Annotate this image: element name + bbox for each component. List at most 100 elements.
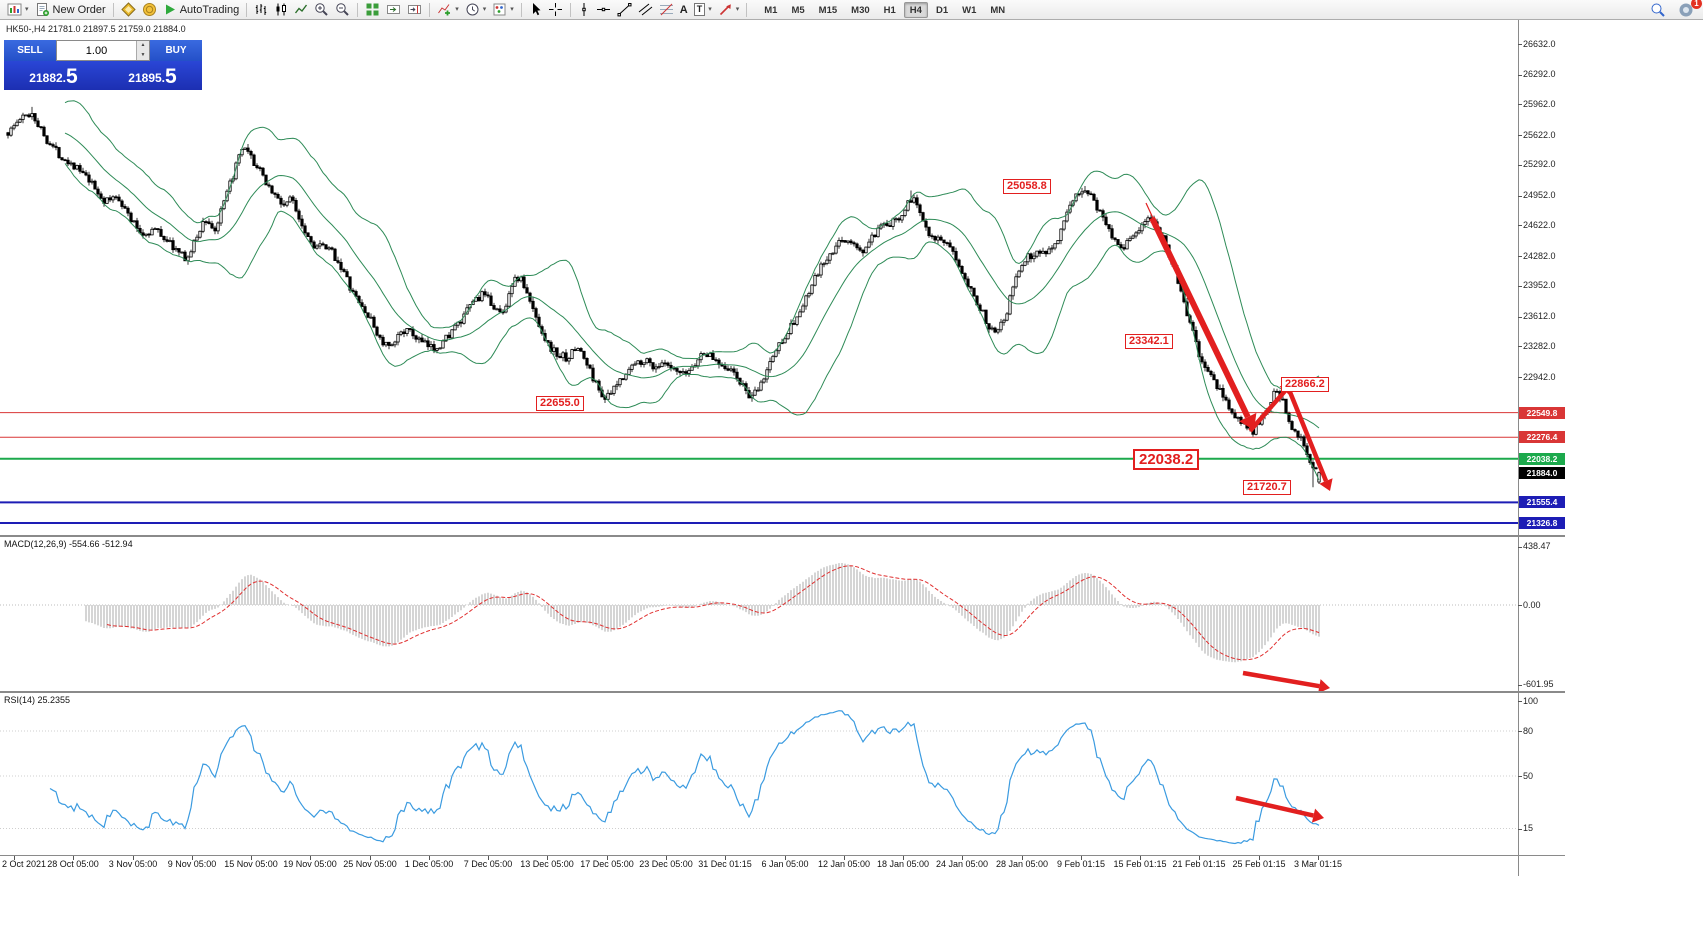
auto-scroll-button[interactable] [383, 1, 404, 19]
sell-price[interactable]: 21882. 5 [4, 61, 103, 90]
timeframe-w1-button[interactable]: W1 [962, 4, 977, 16]
template-icon [492, 2, 507, 17]
text-label-button[interactable]: T ▾ [691, 1, 715, 19]
price-axis-tick [1518, 377, 1522, 378]
panel-separator[interactable] [0, 535, 1565, 537]
chart-annotation[interactable]: 23342.1 [1125, 334, 1173, 349]
new-chart-button[interactable]: ▾ [4, 1, 32, 19]
chart-annotation[interactable]: 22038.2 [1133, 449, 1200, 470]
fibonacci-button[interactable] [656, 1, 677, 19]
payments-button[interactable] [139, 1, 160, 19]
rsi-axis-label: 15 [1523, 823, 1534, 833]
ohlc-bars-icon [254, 2, 268, 17]
clock-icon [465, 2, 480, 17]
zoom-in-button[interactable] [311, 1, 332, 19]
time-axis-tick [1199, 856, 1200, 860]
autotrading-button[interactable]: AutoTrading [160, 1, 243, 19]
indicators-icon [437, 2, 452, 17]
time-axis-tick [310, 856, 311, 860]
volume-input[interactable] [57, 41, 136, 60]
timeframe-m5-button[interactable]: M5 [791, 4, 805, 16]
panel-separator[interactable] [0, 691, 1565, 693]
zoom-out-button[interactable] [332, 1, 353, 19]
search-button[interactable] [1647, 1, 1669, 19]
indicators-button[interactable]: ▾ [434, 1, 462, 19]
price-axis-label: 26632.0 [1523, 39, 1556, 49]
time-axis-tick [547, 856, 548, 860]
time-axis-tick [844, 856, 845, 860]
time-axis-label: 15 Nov 05:00 [224, 859, 278, 869]
buy-price-big-digit: 5 [165, 65, 177, 88]
candlestick-chart-button[interactable] [271, 1, 291, 19]
line-chart-button[interactable] [291, 1, 311, 19]
notifications-button[interactable]: 1 [1675, 0, 1702, 19]
chart-annotation[interactable]: 22655.0 [536, 396, 584, 411]
toolbar-separator [569, 2, 571, 17]
community-button[interactable] [118, 1, 139, 19]
timeframe-m15-button[interactable]: M15 [818, 4, 838, 16]
rsi-axis-tick [1518, 701, 1522, 702]
crosshair-icon [548, 2, 563, 17]
macd-axis-label: 438.47 [1523, 541, 1551, 551]
macd-panel-canvas[interactable] [0, 537, 1565, 691]
price-axis-label: 25292.0 [1523, 159, 1556, 169]
timeframe-m30-button[interactable]: M30 [851, 4, 870, 16]
price-axis-tick [1518, 135, 1522, 136]
price-axis-tick [1518, 196, 1522, 197]
timeframe-h4-button[interactable]: H4 [903, 1, 928, 18]
buy-button[interactable]: BUY [150, 40, 202, 61]
new-order-button[interactable]: New Order [32, 1, 109, 19]
volume-field: ▲ ▼ [56, 40, 150, 61]
rsi-axis-tick [1518, 829, 1522, 830]
time-axis-tick [251, 856, 252, 860]
main-chart-canvas[interactable] [0, 20, 1565, 536]
zoom-out-icon [335, 2, 350, 17]
time-axis-tick [1081, 856, 1082, 860]
symbol-ohlc-label: HK50-,H4 21781.0 21897.5 21759.0 21884.0 [6, 24, 186, 34]
trendline-icon [617, 2, 632, 17]
vertical-line-button[interactable] [575, 1, 593, 19]
time-axis-tick [429, 856, 430, 860]
periods-button[interactable]: ▾ [462, 1, 490, 19]
zoom-in-icon [314, 2, 329, 17]
cursor-icon [529, 2, 542, 17]
timeframe-mn-button[interactable]: MN [990, 4, 1006, 16]
tile-windows-button[interactable] [362, 1, 383, 19]
sell-button[interactable]: SELL [4, 40, 56, 61]
toolbar-separator [357, 2, 359, 17]
trendline-button[interactable] [614, 1, 635, 19]
crosshair-button[interactable] [545, 1, 566, 19]
price-axis-tick [1518, 44, 1522, 45]
time-axis-label: 7 Dec 05:00 [463, 859, 513, 869]
chevron-down-icon: ▾ [735, 5, 740, 13]
timeframe-m1-button[interactable]: M1 [764, 4, 778, 16]
rsi-axis-label: 100 [1523, 696, 1539, 706]
time-axis-label: 6 Jan 05:00 [761, 859, 809, 869]
sell-price-big-digit: 5 [66, 65, 78, 88]
spin-up-icon[interactable]: ▲ [137, 41, 149, 51]
bar-chart-button[interactable] [251, 1, 271, 19]
timeframe-d1-button[interactable]: D1 [935, 4, 949, 16]
time-axis-label: 17 Dec 05:00 [580, 859, 634, 869]
channel-button[interactable] [635, 1, 656, 19]
chart-annotation[interactable]: 25058.8 [1003, 179, 1051, 194]
cursor-button[interactable] [526, 1, 545, 19]
text-tool-button[interactable]: A [677, 1, 691, 19]
templates-button[interactable]: ▾ [489, 1, 517, 19]
current-price-tag: 21884.0 [1519, 467, 1565, 479]
rsi-panel-canvas[interactable] [0, 693, 1565, 855]
chart-annotation[interactable]: 21720.7 [1243, 480, 1291, 495]
price-axis-label: 24282.0 [1523, 251, 1556, 261]
price-tag: 21555.4 [1519, 496, 1565, 508]
buy-price[interactable]: 21895. 5 [103, 61, 202, 90]
chart-annotation[interactable]: 22866.2 [1281, 377, 1329, 392]
horizontal-line-button[interactable] [593, 1, 614, 19]
time-axis-label: 28 Jan 05:00 [995, 859, 1049, 869]
time-axis-tick [1318, 856, 1319, 860]
time-axis-tick [488, 856, 489, 860]
chart-shift-button[interactable] [404, 1, 425, 19]
spin-down-icon[interactable]: ▼ [137, 50, 149, 60]
toolbar-separator [246, 2, 248, 17]
arrows-tool-button[interactable]: ▾ [715, 1, 743, 19]
timeframe-h1-button[interactable]: H1 [883, 4, 896, 16]
